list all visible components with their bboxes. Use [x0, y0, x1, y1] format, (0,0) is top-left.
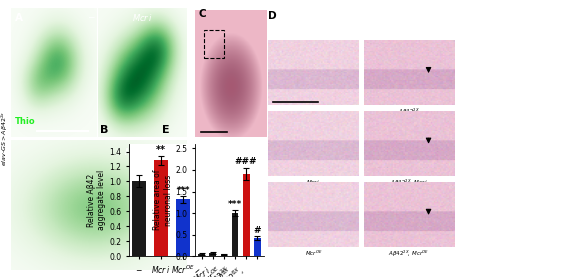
- Text: ###: ###: [235, 157, 257, 166]
- Text: $A\beta42^{2X}$, $Mcr^{OE}$: $A\beta42^{2X}$, $Mcr^{OE}$: [388, 248, 429, 259]
- Y-axis label: Relative area of
neuronal loss: Relative area of neuronal loss: [153, 170, 173, 230]
- Bar: [198, 254, 205, 256]
- Text: $Mcr^{OE}$: $Mcr^{OE}$: [124, 146, 150, 158]
- Text: $A\beta42^{2X}$, $Mcr\,i$: $A\beta42^{2X}$, $Mcr\,i$: [390, 177, 428, 188]
- Text: A: A: [15, 13, 23, 23]
- Bar: [204, 30, 224, 58]
- Text: $A\beta42^{2X}$: $A\beta42^{2X}$: [398, 107, 419, 117]
- Bar: [254, 238, 261, 256]
- Text: $Mcr\,i$: $Mcr\,i$: [132, 12, 153, 23]
- Bar: [132, 181, 146, 256]
- Text: D: D: [268, 11, 277, 21]
- Bar: [221, 255, 227, 256]
- Text: #: #: [253, 226, 261, 235]
- Y-axis label: Relative Aβ42
aggregate level: Relative Aβ42 aggregate level: [87, 170, 106, 230]
- Text: Thio: Thio: [15, 117, 36, 126]
- Text: $-$: $-$: [87, 12, 95, 20]
- Text: ***: ***: [177, 186, 190, 195]
- Bar: [232, 213, 238, 256]
- Text: B: B: [100, 125, 109, 135]
- Bar: [209, 253, 216, 256]
- Bar: [243, 174, 250, 256]
- Text: E: E: [162, 125, 170, 135]
- Text: **: **: [156, 145, 166, 155]
- Text: $elav$-$GS$$>$$A\beta42^{2x}$: $elav$-$GS$$>$$A\beta42^{2x}$: [0, 111, 10, 166]
- Text: $-$: $-$: [310, 110, 317, 115]
- Text: $Mcr\,i$: $Mcr\,i$: [306, 178, 321, 186]
- Bar: [176, 199, 190, 256]
- Text: C: C: [198, 9, 206, 19]
- Text: ***: ***: [228, 200, 242, 209]
- Bar: [154, 160, 168, 256]
- Text: $Mcr^{OE}$: $Mcr^{OE}$: [304, 248, 322, 258]
